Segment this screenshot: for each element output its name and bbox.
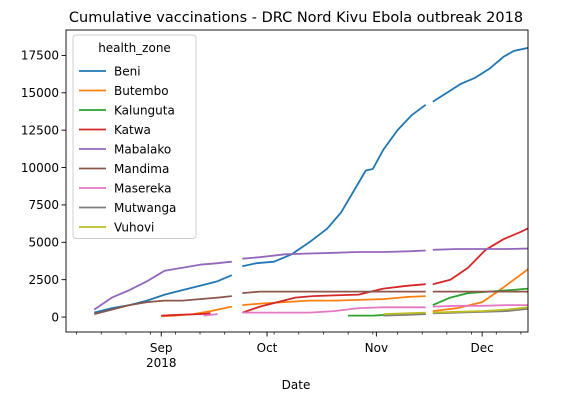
series-line-katwa-2 (242, 283, 426, 314)
series-line-masereka-3 (432, 304, 528, 308)
x-tick-label: Sep (150, 341, 173, 355)
x-tick-sublabel: 2018 (146, 356, 177, 370)
legend-item: Kalunguta (79, 103, 175, 117)
legend-item: Beni (79, 64, 141, 78)
legend-item: Mabalako (79, 142, 171, 156)
series-masereka (203, 304, 528, 317)
x-tick-label: Nov (365, 341, 388, 355)
y-tick-label: 7500 (28, 198, 59, 212)
plot-area (93, 46, 528, 318)
legend-item: Butembo (79, 84, 169, 98)
x-tick-label: Oct (257, 341, 278, 355)
series-line-masereka-1 (203, 313, 218, 317)
y-tick-label: 17500 (21, 49, 59, 63)
legend-item: Masereka (79, 181, 172, 195)
legend-label: Mabalako (114, 142, 171, 156)
series-line-beni-1 (93, 274, 233, 314)
chart-title: Cumulative vaccinations - DRC Nord Kivu … (69, 10, 523, 26)
x-axis-label: Date (282, 378, 311, 392)
series-mandima (93, 290, 528, 315)
legend-label: Butembo (114, 84, 169, 98)
series-line-masereka-2 (242, 306, 426, 314)
series-line-butembo-2 (242, 295, 426, 306)
series-line-mutwanga-1 (383, 313, 426, 317)
series-line-mandima-1 (93, 295, 232, 315)
series-line-katwa-1 (161, 312, 211, 317)
series-beni (93, 46, 528, 314)
y-tick-label: 15000 (21, 86, 59, 100)
axes-frame (65, 29, 529, 333)
legend-title: health_zone (98, 41, 171, 55)
y-tick-label: 12500 (21, 123, 59, 137)
series-vuhovi (383, 306, 528, 315)
legend-label: Masereka (114, 181, 172, 195)
series-line-beni-2 (242, 104, 427, 268)
series-katwa (161, 227, 528, 317)
y-tick-label: 2500 (28, 273, 59, 287)
legend-item: Mutwanga (79, 201, 176, 215)
series-line-kalunguta-2 (432, 287, 528, 306)
series-line-katwa-3 (432, 227, 528, 286)
legend-label: Mutwanga (114, 201, 176, 215)
series-line-vuhovi-2 (432, 306, 528, 314)
x-tick-label: Dec (471, 341, 494, 355)
legend-label: Mandima (114, 162, 169, 176)
legend: health_zone Beni Butembo Kalunguta Katwa Maba… (72, 34, 197, 239)
series-line-vuhovi-1 (383, 311, 426, 315)
legend-label: Vuhovi (114, 220, 154, 234)
y-tick-label: 0 (51, 310, 59, 324)
y-tick-label: 5000 (28, 236, 59, 250)
series-mabalako (93, 247, 528, 311)
legend-label: Kalunguta (114, 103, 175, 117)
series-line-butembo-3 (432, 268, 528, 312)
y-axis: 0 2500 5000 7500 10000 12500 15000 17500 (21, 49, 66, 324)
series-line-mabalako-2 (242, 249, 426, 260)
series-line-mabalako-3 (432, 247, 528, 251)
legend-label: Beni (114, 64, 141, 78)
legend-item: Vuhovi (79, 220, 154, 234)
y-tick-label: 10000 (21, 161, 59, 175)
series-line-mabalako-1 (93, 260, 232, 311)
series-line-beni-3 (432, 46, 528, 103)
legend-item: Mandima (79, 162, 169, 176)
legend-item: Katwa (79, 123, 151, 137)
series-line-mandima-2 (242, 290, 426, 294)
legend-label: Katwa (114, 123, 151, 137)
